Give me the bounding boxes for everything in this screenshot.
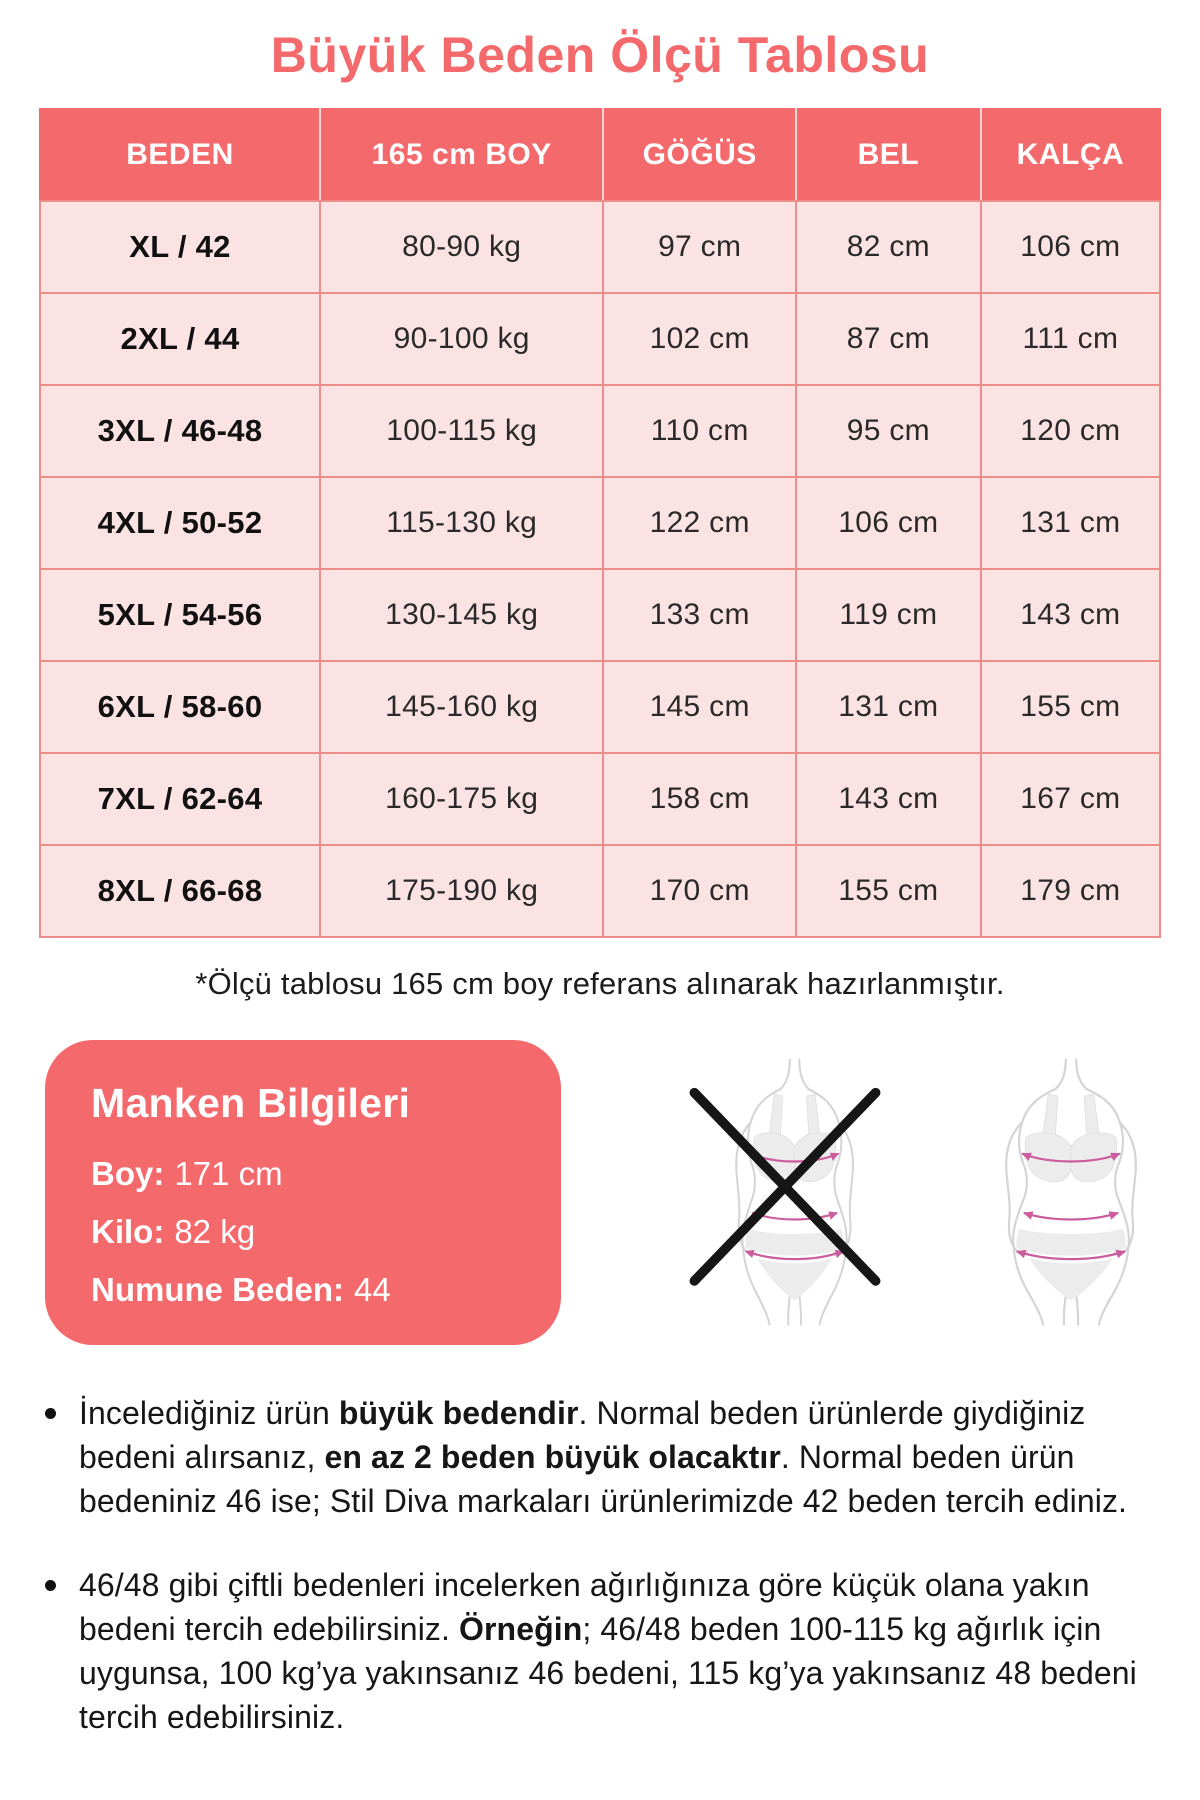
table-cell: 145 cm: [602, 660, 797, 754]
table-cell: 119 cm: [794, 568, 982, 662]
table-cell: 160-175 kg: [318, 752, 605, 846]
table-cell: 4XL / 50-52: [39, 476, 321, 570]
note-text: 46/48 gibi çiftli bedenleri incelerken a…: [79, 1567, 1090, 1647]
field-label: Boy:: [91, 1155, 165, 1192]
note-text: İncelediğiniz ürün: [79, 1395, 339, 1431]
table-cell: 167 cm: [979, 752, 1162, 846]
table-cell: 170 cm: [602, 844, 797, 938]
table-cell: 111 cm: [979, 292, 1162, 386]
header-boy: 165 cm BOY: [318, 108, 605, 202]
table-cell: 100-115 kg: [318, 384, 605, 478]
model-info-title: Manken Bilgileri: [91, 1080, 411, 1126]
table-header-row: BEDEN 165 cm BOY GÖĞÜS BEL KALÇA: [39, 108, 1162, 202]
table-cell: 6XL / 58-60: [39, 660, 321, 754]
table-row: 4XL / 50-52 115-130 kg 122 cm 106 cm 131…: [39, 476, 1162, 570]
header-bel: BEL: [794, 108, 982, 202]
table-cell: 120 cm: [979, 384, 1162, 478]
bullet-dot: [45, 1408, 56, 1419]
table-cell: 106 cm: [979, 200, 1162, 294]
header-beden: BEDEN: [39, 108, 321, 202]
x-mark-icon: [689, 1087, 881, 1286]
table-cell: 133 cm: [602, 568, 797, 662]
table-cell: 5XL / 54-56: [39, 568, 321, 662]
note-text-bold: Örneğin: [459, 1611, 583, 1647]
crossed-out-slim-figure-icon: [689, 1056, 881, 1335]
table-cell: 95 cm: [794, 384, 982, 478]
model-height-field: Boy: 171 cm: [91, 1145, 531, 1203]
table-cell: 175-190 kg: [318, 844, 605, 938]
table-cell: 145-160 kg: [318, 660, 605, 754]
fit-figures: [689, 1056, 1167, 1335]
table-cell: 7XL / 62-64: [39, 752, 321, 846]
page-title: Büyük Beden Ölçü Tablosu: [270, 27, 930, 83]
table-cell: 131 cm: [979, 476, 1162, 570]
table-cell: 130-145 kg: [318, 568, 605, 662]
plus-size-measured-figure-icon: [975, 1056, 1167, 1335]
table-row: 8XL / 66-68 175-190 kg 170 cm 155 cm 179…: [39, 844, 1162, 938]
field-label: Numune Beden:: [91, 1271, 345, 1308]
model-weight-field: Kilo: 82 kg: [91, 1203, 531, 1261]
table-cell: 8XL / 66-68: [39, 844, 321, 938]
table-cell: XL / 42: [39, 200, 321, 294]
table-row: 7XL / 62-64 160-175 kg 158 cm 143 cm 167…: [39, 752, 1162, 846]
table-cell: 87 cm: [794, 292, 982, 386]
table-row: 6XL / 58-60 145-160 kg 145 cm 131 cm 155…: [39, 660, 1162, 754]
header-gogus: GÖĞÜS: [602, 108, 797, 202]
table-cell: 106 cm: [794, 476, 982, 570]
size-table: BEDEN 165 cm BOY GÖĞÜS BEL KALÇA XL / 42…: [39, 108, 1162, 938]
table-cell: 155 cm: [979, 660, 1162, 754]
table-cell: 131 cm: [794, 660, 982, 754]
table-cell: 2XL / 44: [39, 292, 321, 386]
header-kalca: KALÇA: [979, 108, 1162, 202]
note-double-size-info: 46/48 gibi çiftli bedenleri incelerken a…: [45, 1563, 1140, 1739]
table-cell: 143 cm: [794, 752, 982, 846]
model-info-card: Manken Bilgileri Boy: 171 cm Kilo: 82 kg N…: [45, 1040, 561, 1345]
table-cell: 82 cm: [794, 200, 982, 294]
field-value: 82 kg: [174, 1213, 256, 1250]
note-text: ; 46/48 beden 100-115 kg ağırlık için uy…: [79, 1611, 1137, 1735]
notes-list: İncelediğiniz ürün büyük bedendir. Norma…: [45, 1391, 1155, 1739]
table-cell: 110 cm: [602, 384, 797, 478]
note-text: . Normal beden ürün bedeniniz 46 ise; St…: [79, 1439, 1128, 1519]
table-cell: 158 cm: [602, 752, 797, 846]
bullet-dot: [45, 1580, 56, 1591]
table-cell: 90-100 kg: [318, 292, 605, 386]
note-sizing-info: İncelediğiniz ürün büyük bedendir. Norma…: [45, 1391, 1140, 1523]
model-info-section: Manken Bilgileri Boy: 171 cm Kilo: 82 kg N…: [0, 1040, 1200, 1345]
field-value: 171 cm: [174, 1155, 283, 1192]
table-cell: 102 cm: [602, 292, 797, 386]
table-row: XL / 42 80-90 kg 97 cm 82 cm 106 cm: [39, 200, 1162, 294]
note-text: . Normal beden ürünlerde giydiğiniz bede…: [79, 1395, 1086, 1475]
table-cell: 3XL / 46-48: [39, 384, 321, 478]
table-row: 5XL / 54-56 130-145 kg 133 cm 119 cm 143…: [39, 568, 1162, 662]
table-row: 3XL / 46-48 100-115 kg 110 cm 95 cm 120 …: [39, 384, 1162, 478]
table-footnote: *Ölçü tablosu 165 cm boy referans alınar…: [195, 966, 1005, 1001]
table-cell: 179 cm: [979, 844, 1162, 938]
field-label: Kilo:: [91, 1213, 165, 1250]
note-text-bold: büyük bedendir: [338, 1395, 579, 1431]
table-cell: 115-130 kg: [318, 476, 605, 570]
table-cell: 80-90 kg: [318, 200, 605, 294]
table-cell: 97 cm: [602, 200, 797, 294]
field-value: 44: [354, 1271, 391, 1308]
note-text-bold: en az 2 beden büyük olacaktır: [324, 1439, 781, 1475]
table-cell: 143 cm: [979, 568, 1162, 662]
table-cell: 155 cm: [794, 844, 982, 938]
model-sample-size-field: Numune Beden: 44: [91, 1261, 531, 1319]
table-cell: 122 cm: [602, 476, 797, 570]
table-row: 2XL / 44 90-100 kg 102 cm 87 cm 111 cm: [39, 292, 1162, 386]
